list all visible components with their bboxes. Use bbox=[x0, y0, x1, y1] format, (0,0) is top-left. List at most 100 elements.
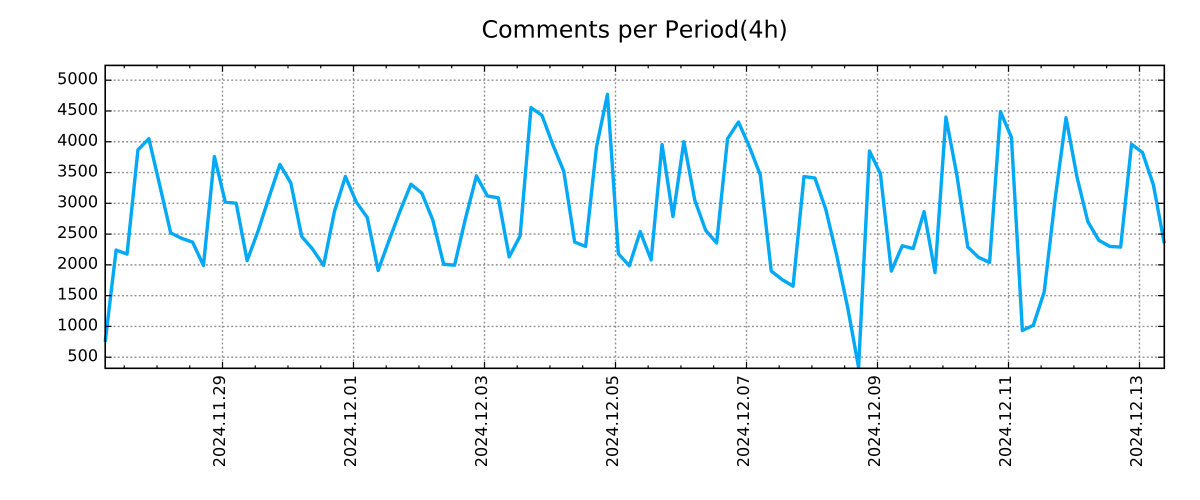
glyph bbox=[213, 458, 225, 467]
glyph bbox=[78, 195, 87, 208]
glyph bbox=[606, 402, 618, 410]
glyph bbox=[68, 349, 77, 362]
glyph bbox=[344, 402, 356, 410]
glyph bbox=[353, 422, 356, 425]
glyph bbox=[1130, 386, 1142, 394]
glyph bbox=[1008, 397, 1011, 399]
glyph bbox=[868, 402, 880, 410]
glyph bbox=[737, 386, 750, 395]
glyph bbox=[78, 72, 87, 85]
glyph bbox=[649, 24, 657, 38]
glyph bbox=[68, 164, 77, 177]
glyph bbox=[484, 397, 487, 399]
glyph bbox=[765, 19, 777, 38]
plot-border bbox=[104, 64, 1166, 370]
ytick-label bbox=[58, 256, 98, 269]
glyph bbox=[868, 427, 880, 436]
glyph bbox=[868, 412, 880, 420]
glyph bbox=[749, 20, 763, 38]
glyph bbox=[1130, 412, 1142, 420]
glyph bbox=[78, 164, 87, 177]
glyph bbox=[1130, 427, 1142, 436]
glyph bbox=[537, 24, 557, 38]
glyph bbox=[619, 24, 632, 43]
glyph bbox=[475, 458, 487, 467]
glyph bbox=[57, 103, 67, 115]
glyph bbox=[88, 72, 98, 85]
glyph bbox=[737, 438, 749, 446]
glyph bbox=[344, 412, 356, 420]
xtick-label bbox=[737, 376, 750, 467]
xtick-label bbox=[868, 376, 881, 467]
glyph bbox=[999, 402, 1011, 410]
glyph bbox=[57, 133, 67, 146]
glyph bbox=[78, 133, 87, 146]
glyph bbox=[741, 19, 747, 41]
glyph bbox=[68, 195, 77, 208]
glyph bbox=[68, 256, 77, 269]
ytick-label bbox=[58, 195, 98, 208]
glyph bbox=[606, 458, 618, 467]
glyph bbox=[88, 195, 98, 208]
glyph bbox=[58, 164, 67, 177]
glyph bbox=[705, 19, 708, 38]
glyph bbox=[344, 386, 357, 395]
glyph bbox=[213, 438, 225, 446]
glyph bbox=[868, 386, 881, 395]
glyph bbox=[222, 422, 225, 425]
glyph bbox=[737, 412, 749, 420]
xtick-label bbox=[475, 376, 488, 467]
glyph bbox=[999, 438, 1011, 446]
glyph bbox=[78, 349, 87, 362]
glyph bbox=[78, 226, 87, 239]
glyph bbox=[606, 447, 619, 456]
glyph bbox=[737, 447, 750, 456]
glyph bbox=[868, 376, 881, 385]
glyph bbox=[344, 438, 356, 446]
glyph bbox=[633, 24, 646, 38]
glyph bbox=[88, 287, 98, 300]
glyph bbox=[606, 412, 618, 420]
glyph bbox=[213, 447, 226, 456]
glyph bbox=[213, 412, 225, 420]
glyph bbox=[999, 427, 1011, 436]
glyph bbox=[68, 226, 77, 239]
glyph bbox=[88, 102, 98, 116]
glyph bbox=[1130, 458, 1142, 467]
spines bbox=[104, 64, 1166, 370]
ytick-label bbox=[57, 133, 98, 146]
glyph bbox=[58, 72, 66, 85]
data-line bbox=[103, 92, 1166, 370]
glyph bbox=[606, 376, 619, 385]
glyph bbox=[68, 287, 77, 300]
glyph bbox=[1139, 422, 1142, 425]
glyph bbox=[213, 376, 226, 385]
ytick-label bbox=[58, 72, 98, 85]
glyph bbox=[78, 102, 87, 116]
glyph bbox=[746, 397, 749, 399]
glyph bbox=[484, 422, 487, 425]
glyph bbox=[344, 458, 356, 467]
ytick-label bbox=[57, 102, 98, 116]
glyph bbox=[68, 103, 77, 116]
glyph bbox=[88, 349, 98, 362]
xtick-label bbox=[606, 376, 619, 467]
glyph bbox=[344, 427, 356, 436]
glyph bbox=[606, 438, 618, 446]
glyph bbox=[88, 256, 98, 269]
glyph bbox=[737, 458, 749, 467]
glyph bbox=[1130, 438, 1142, 446]
glyph bbox=[999, 386, 1011, 394]
ticks bbox=[105, 65, 1165, 369]
ytick-label bbox=[58, 287, 98, 300]
glyph bbox=[746, 422, 749, 425]
glyph bbox=[680, 24, 693, 38]
glyph bbox=[475, 386, 488, 395]
glyph bbox=[222, 397, 225, 399]
glyph bbox=[78, 256, 87, 269]
glyph bbox=[1139, 397, 1142, 399]
xtick-label bbox=[213, 376, 226, 467]
glyph bbox=[710, 24, 723, 38]
